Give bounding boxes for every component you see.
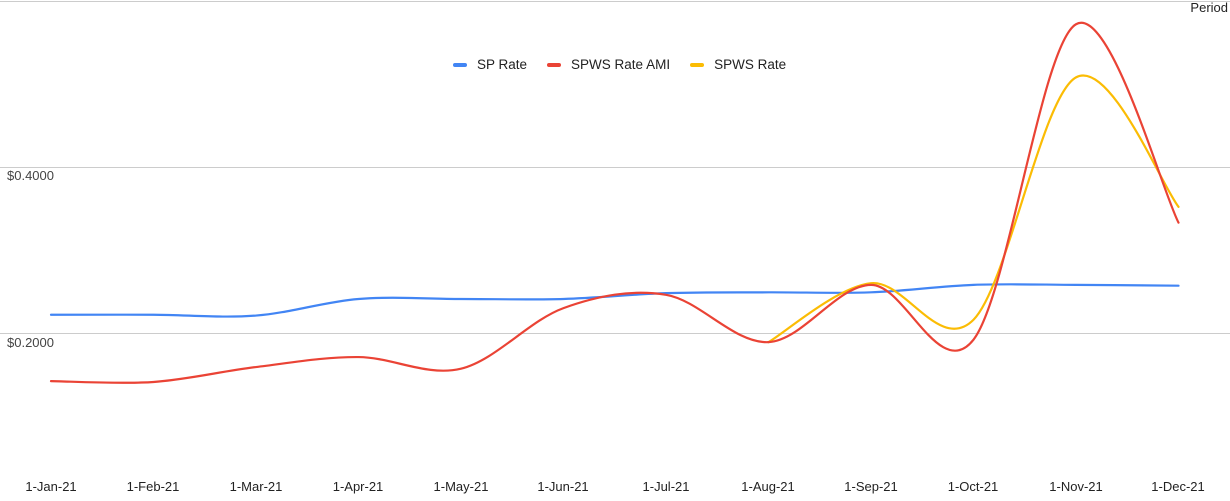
legend-item-spws-rate[interactable]: SPWS Rate — [690, 57, 786, 72]
legend-label: SPWS Rate — [714, 57, 787, 72]
legend-swatch-yellow-icon — [690, 62, 705, 67]
x-tick-label: 1-Nov-21 — [1049, 479, 1103, 494]
x-tick-label: 1-Jan-21 — [25, 479, 77, 494]
legend-item-spws-rate-ami[interactable]: SPWS Rate AMI — [547, 57, 670, 72]
series-line-spws-rate[interactable] — [767, 74, 1180, 344]
x-tick-label: 1-Jun-21 — [537, 479, 589, 494]
legend-item-sp-rate[interactable]: SP Rate — [453, 57, 527, 72]
x-tick-label: 1-Sep-21 — [844, 479, 898, 494]
legend-swatch-blue-icon — [453, 62, 467, 67]
x-tick-label: 1-Oct-21 — [947, 479, 999, 494]
series-lines — [49, 21, 1180, 384]
y-tick-label-0.4: $0.4000 — [7, 168, 54, 183]
legend-label: SP Rate — [477, 57, 528, 72]
legend-label: SPWS Rate AMI — [571, 57, 671, 72]
x-axis-title: Period — [1190, 0, 1228, 15]
x-tick-label: 1-Jul-21 — [642, 479, 690, 494]
x-tick-label: 1-May-21 — [433, 479, 489, 494]
x-tick-label: 1-Mar-21 — [229, 479, 283, 494]
x-tick-label: 1-Apr-21 — [332, 479, 384, 494]
series-line-spws-rate-ami[interactable] — [49, 21, 1180, 384]
legend: SP Rate SPWS Rate AMI SPWS Rate — [453, 57, 806, 72]
legend-swatch-red-icon — [547, 62, 562, 67]
x-tick-label: 1-Feb-21 — [126, 479, 180, 494]
y-tick-label-0.2: $0.2000 — [7, 335, 54, 350]
x-tick-label: 1-Dec-21 — [1151, 479, 1205, 494]
series-line-sp-rate[interactable] — [49, 283, 1180, 318]
x-tick-label: 1-Aug-21 — [741, 479, 795, 494]
